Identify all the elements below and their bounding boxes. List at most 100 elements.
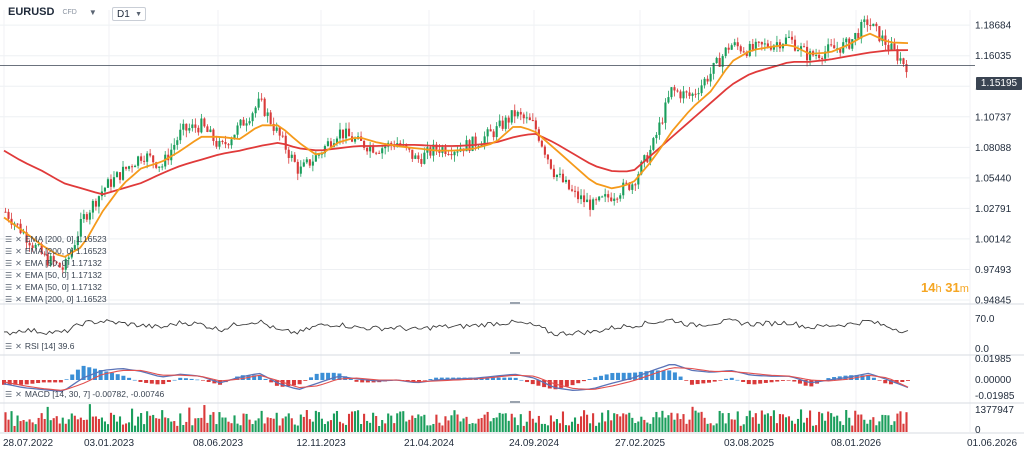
volume-bar (872, 417, 875, 432)
candle-body (528, 117, 531, 121)
volume-bar (378, 425, 381, 432)
candle-body (88, 212, 91, 220)
macd-hist-bar (667, 370, 672, 380)
volume-bar (444, 416, 447, 432)
settings-icon[interactable]: ☰ (5, 389, 13, 399)
volume-bar (417, 414, 420, 432)
close-icon[interactable]: ✕ (15, 234, 22, 244)
volume-bar (896, 413, 899, 432)
candle-body (839, 48, 842, 53)
volume-bar (495, 417, 498, 432)
macd-hist-bar (411, 380, 416, 382)
settings-icon[interactable]: ☰ (5, 282, 13, 292)
volume-bar (251, 424, 254, 432)
candle-body (691, 93, 694, 96)
volume-bar (375, 416, 378, 432)
volume-bar (815, 425, 818, 432)
candle-body (471, 136, 474, 152)
instrument-header[interactable]: EURUSD CFD ▼ (8, 6, 97, 18)
candle-body (592, 199, 595, 210)
macd-hist-bar (172, 379, 177, 381)
candle-body (661, 122, 664, 124)
candle-body (748, 43, 751, 57)
volume-bar (127, 422, 131, 432)
volume-bar (79, 417, 82, 432)
candle-body (564, 179, 568, 183)
ema50-line (3, 32, 909, 258)
close-icon[interactable]: ✕ (15, 270, 22, 280)
macd-hist-bar (536, 380, 541, 386)
volume-bar (450, 415, 453, 432)
close-icon[interactable]: ✕ (15, 341, 22, 351)
macd-hist-bar (661, 370, 666, 380)
volume-bar (667, 415, 670, 432)
volume-bar (583, 410, 586, 432)
rsi-tick-label: 0.0 (975, 344, 989, 355)
candle-body (155, 162, 158, 168)
candle-body (899, 58, 902, 61)
candle-body (363, 140, 366, 148)
candle-body (37, 244, 40, 246)
candle-body (724, 47, 727, 57)
candle-body (881, 35, 884, 42)
close-icon[interactable]: ✕ (15, 246, 22, 256)
candle-body (510, 110, 513, 123)
volume-bar (227, 421, 230, 432)
volume-bar (700, 411, 703, 432)
settings-icon[interactable]: ☰ (5, 258, 13, 268)
settings-icon[interactable]: ☰ (5, 246, 13, 256)
macd-hist-bar (616, 372, 621, 380)
macd-hist-bar (445, 377, 450, 380)
volume-bar (552, 421, 555, 432)
volume-bar (640, 416, 643, 432)
macd-hist-bar (138, 380, 143, 382)
macd-hist-bar (763, 380, 768, 383)
candle-body (561, 173, 565, 183)
candle-body (685, 91, 688, 93)
candle-body (94, 200, 97, 207)
settings-icon[interactable]: ☰ (5, 294, 13, 304)
volume-bar (754, 413, 757, 432)
volume-bar (429, 425, 432, 432)
macd-hist-bar (360, 380, 365, 383)
candle-body (40, 244, 43, 254)
volume-bar (248, 419, 251, 432)
volume-bar (7, 419, 10, 432)
chevron-down-icon[interactable]: ▼ (88, 7, 97, 17)
legend-label: EMA [200, 0] 1.16523 (24, 294, 107, 304)
close-icon[interactable]: ✕ (15, 389, 22, 399)
close-icon[interactable]: ✕ (15, 294, 22, 304)
timeframe-select[interactable]: D1 ▼ (112, 7, 146, 21)
volume-bar (739, 425, 742, 432)
volume-bar (390, 415, 393, 432)
candle-body (679, 91, 682, 99)
candle-body (519, 111, 522, 115)
candle-body (610, 197, 613, 201)
candle-body (763, 43, 766, 45)
settings-icon[interactable]: ☰ (5, 341, 13, 351)
panel-resize-handle (510, 401, 520, 403)
volume-bar (851, 425, 854, 432)
volume-bar (649, 423, 652, 432)
close-icon[interactable]: ✕ (15, 258, 22, 268)
candle-body (85, 214, 88, 220)
macd-hist-bar (525, 380, 530, 383)
candle-body (607, 194, 610, 198)
settings-icon[interactable]: ☰ (5, 234, 13, 244)
macd-hist-bar (644, 371, 649, 380)
candle-body (118, 172, 122, 180)
candle-body (872, 23, 875, 27)
volume-bar (866, 423, 869, 432)
macd-hist-bar (741, 380, 746, 382)
candle-body (905, 64, 908, 73)
macd-hist-bar (712, 380, 717, 382)
volume-bar (399, 411, 402, 432)
volume-bar (432, 423, 435, 432)
macd-hist-bar (155, 380, 160, 385)
close-icon[interactable]: ✕ (15, 282, 22, 292)
volume-bar (37, 417, 40, 432)
candle-body (501, 120, 504, 129)
volume-bar (830, 413, 833, 432)
settings-icon[interactable]: ☰ (5, 270, 13, 280)
